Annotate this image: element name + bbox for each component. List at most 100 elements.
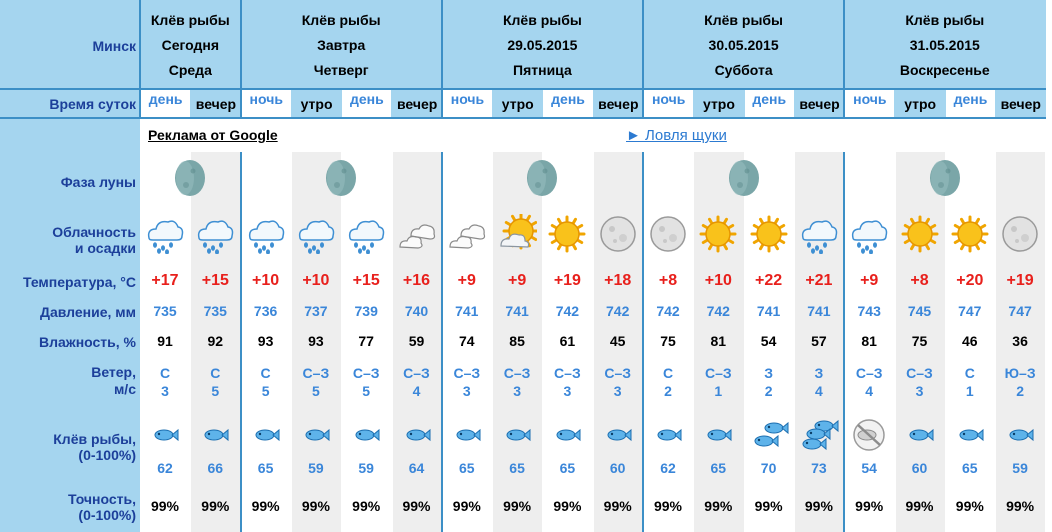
cell-temp: +16 [402, 272, 431, 289]
cell-wind-dir: С [159, 365, 171, 381]
day-date: 31.05.2015 [909, 37, 980, 53]
forecast-column [996, 152, 1046, 532]
day-weekday: Среда [168, 62, 212, 78]
sky-rain-icon [246, 214, 286, 254]
cell-wind-dir: С [260, 365, 271, 381]
label-accuracy-range: (0-100%) [78, 507, 136, 523]
cell-temp: +8 [658, 272, 678, 289]
day-separator [843, 0, 846, 118]
forecast-column [493, 152, 543, 532]
fish-icon [749, 418, 789, 452]
cell-temp: +9 [860, 272, 879, 289]
cell-pressure: 741 [807, 303, 831, 319]
time-slot: день [141, 90, 191, 118]
cell-temp: +17 [151, 272, 179, 289]
cell-wind-dir: С–З [604, 365, 632, 381]
cell-wind-speed: 3 [513, 383, 521, 399]
cell-temp: +22 [755, 272, 783, 289]
day-separator [642, 0, 644, 118]
sky-sun-icon [698, 214, 738, 254]
day-header: Клёв рыбы 30.05.2015 Суббота [643, 0, 844, 88]
time-slot: день [543, 90, 593, 118]
day-header: Клёв рыбы 29.05.2015 Пятница [442, 0, 643, 88]
cell-bite: 60 [609, 460, 626, 476]
day-date: 30.05.2015 [708, 37, 779, 53]
day-header: Клёв рыбы Завтра Четверг [241, 0, 442, 88]
fish-icon [296, 418, 336, 452]
header-band [140, 0, 1046, 118]
time-slot: утро [895, 90, 945, 118]
cell-accuracy: 99% [150, 498, 180, 514]
fish-icon [547, 418, 587, 452]
fish-icon [900, 418, 940, 452]
cell-humidity: 61 [559, 333, 576, 349]
cell-temp: +9 [457, 272, 476, 289]
sky-partly-icon [497, 214, 538, 254]
fish-icon [195, 418, 235, 452]
cell-accuracy: 99% [452, 498, 481, 514]
cell-wind-dir: С–З [403, 365, 430, 381]
day-date: Сегодня [161, 37, 219, 53]
cell-wind-speed: 5 [211, 383, 220, 399]
cell-temp: +21 [805, 272, 833, 289]
cell-bite: 65 [459, 460, 475, 476]
fish-icon [1000, 418, 1040, 452]
cell-wind-speed: 5 [362, 383, 371, 399]
ad-label[interactable]: Реклама от Google [148, 127, 278, 143]
cell-accuracy: 99% [905, 498, 934, 514]
cell-temp: +9 [507, 272, 527, 289]
cell-wind-dir: С–З [352, 365, 380, 381]
cell-temp: +10 [302, 272, 330, 289]
cell-humidity: 93 [308, 333, 324, 349]
cell-pressure: 742 [555, 303, 580, 319]
moon-phase-icon [928, 158, 962, 198]
cell-bite: 62 [157, 460, 173, 476]
cell-humidity: 75 [911, 333, 928, 349]
cell-temp: +10 [252, 272, 280, 289]
cell-pressure: 743 [857, 303, 881, 319]
cell-bite: 64 [408, 460, 425, 476]
sky-sun-icon [547, 214, 587, 254]
day-title: Клёв рыбы [502, 12, 582, 28]
cell-accuracy: 99% [653, 498, 683, 514]
time-of-day-label: Время суток [49, 96, 136, 112]
cell-bite: 73 [811, 460, 827, 476]
label-bite: Клёв рыбы, [53, 431, 136, 447]
cell-wind-dir: С–З [855, 365, 883, 381]
cell-wind-dir: С–З [453, 365, 481, 381]
cell-wind-speed: 3 [915, 383, 924, 399]
cell-wind-speed: 5 [311, 383, 320, 399]
day-separator [239, 0, 242, 118]
header-divider [0, 88, 1046, 90]
sky-rain-icon [296, 214, 336, 254]
cell-humidity: 46 [962, 333, 978, 349]
label-temperature: Температура, °С [22, 274, 136, 290]
cell-wind-speed: 2 [764, 383, 773, 399]
day-weekday: Пятница [513, 62, 572, 78]
ad-link[interactable]: ► Ловля щуки [626, 127, 727, 144]
time-slot: вечер [191, 90, 241, 118]
cell-wind-speed: 4 [412, 383, 421, 399]
cell-humidity: 77 [358, 333, 374, 349]
cell-pressure: 735 [203, 303, 227, 319]
cell-pressure: 735 [153, 303, 177, 319]
cell-humidity: 74 [459, 333, 475, 349]
cell-accuracy: 99% [553, 498, 582, 514]
cell-accuracy: 99% [503, 498, 532, 514]
cell-bite: 62 [660, 460, 676, 476]
cell-wind-speed: 3 [563, 383, 572, 399]
cell-wind-speed: 3 [462, 383, 471, 399]
fish-icon [145, 418, 185, 452]
cell-humidity: 54 [760, 333, 777, 349]
ad-bar: Реклама от Google ► Ловля щуки [142, 122, 1046, 150]
sky-sun-icon [749, 214, 789, 254]
moon-phase-icon [525, 158, 559, 198]
day-weekday: Четверг [313, 62, 369, 78]
forecast-column [191, 152, 241, 532]
day-title: Клёв рыбы [704, 12, 784, 28]
cell-humidity: 81 [710, 333, 727, 349]
cell-humidity: 36 [1012, 333, 1028, 349]
day-date: 29.05.2015 [507, 37, 578, 53]
time-slot: вечер [794, 90, 845, 118]
cell-humidity: 57 [811, 333, 827, 349]
